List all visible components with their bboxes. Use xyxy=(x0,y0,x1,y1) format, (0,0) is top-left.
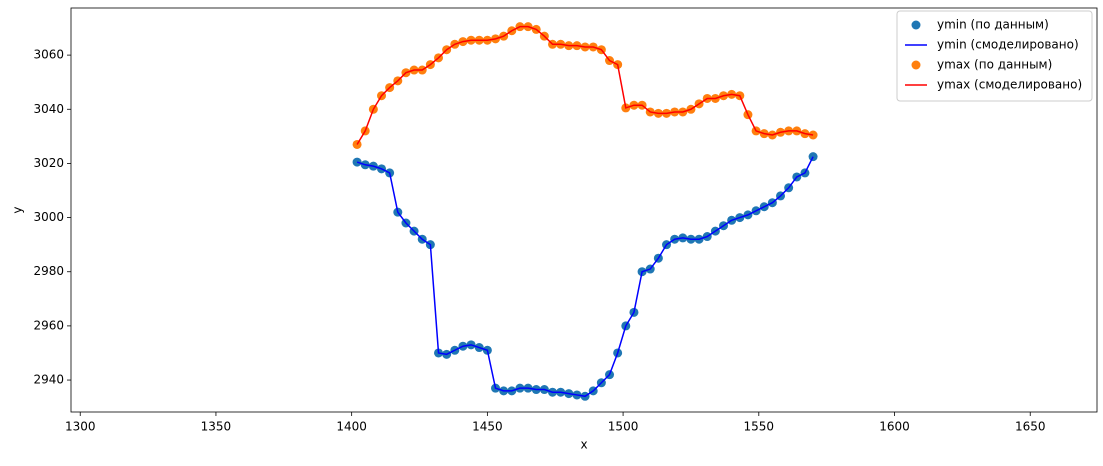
x-tick-label: 1500 xyxy=(608,420,639,434)
x-tick-label: 1350 xyxy=(201,420,232,434)
y-tick-label: 3000 xyxy=(33,210,64,224)
y-tick-label: 2940 xyxy=(33,373,64,387)
legend-label: ymin (смоделировано) xyxy=(937,38,1079,52)
y-tick-label: 3020 xyxy=(33,156,64,170)
legend-label: ymax (по данным) xyxy=(937,58,1052,72)
y-axis-label: y xyxy=(11,206,25,213)
x-tick-label: 1600 xyxy=(879,420,910,434)
x-tick-label: 1400 xyxy=(336,420,367,434)
legend-marker xyxy=(911,60,921,70)
plot-frame xyxy=(70,7,1098,413)
x-tick-label: 1450 xyxy=(472,420,503,434)
x-tick-label: 1300 xyxy=(65,420,96,434)
line xyxy=(356,156,814,398)
x-tick-label: 1650 xyxy=(1015,420,1046,434)
y-tick-label: 3040 xyxy=(33,102,64,116)
legend-label: ymin (по данным) xyxy=(937,18,1049,32)
y-tick-label: 2980 xyxy=(33,264,64,278)
line xyxy=(356,25,814,145)
y-tick-label: 2960 xyxy=(33,318,64,332)
legend-label: ymax (смоделировано) xyxy=(937,78,1082,92)
x-tick-label: 1550 xyxy=(744,420,775,434)
x-axis-label: x xyxy=(580,438,587,452)
legend-marker xyxy=(911,20,921,30)
legend-box xyxy=(896,10,1093,102)
y-tick-label: 3060 xyxy=(33,48,64,62)
